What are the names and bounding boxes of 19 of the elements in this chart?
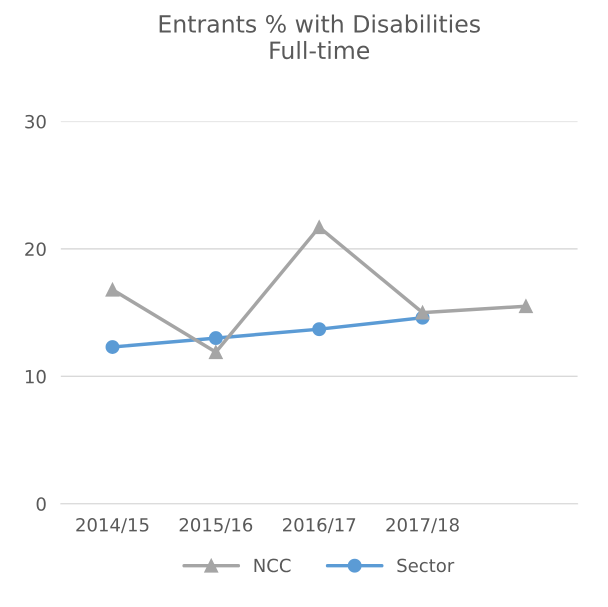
legend-label: NCC — [254, 558, 290, 572]
legend-label: Sector — [397, 558, 454, 572]
point — [208, 331, 223, 346]
y-tick-label: 30 — [25, 114, 46, 129]
point — [106, 282, 120, 297]
y-tick-label: 20 — [25, 242, 46, 256]
point — [312, 220, 326, 234]
chart-title: Entrants % with Disabilities Full-time — [160, 14, 480, 60]
x-tick-label: 2015/16 — [180, 518, 252, 534]
point — [416, 306, 430, 320]
x-tick-label: 2014/15 — [76, 518, 148, 534]
point — [518, 299, 533, 314]
x-tick-label: 2016/17 — [283, 518, 356, 534]
x-tick-label: 2017/18 — [386, 518, 459, 534]
y-tick-label: 10 — [26, 370, 46, 384]
point — [208, 345, 223, 360]
point — [106, 340, 120, 354]
y-tick-label: 0 — [36, 497, 46, 511]
point — [312, 322, 326, 336]
